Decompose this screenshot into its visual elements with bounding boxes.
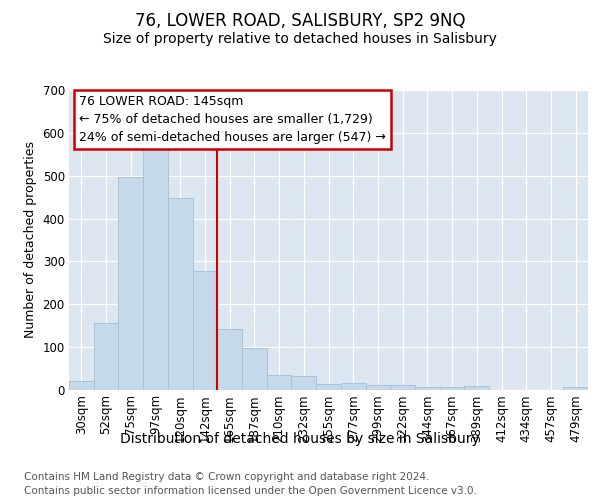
Bar: [563, 388, 588, 390]
Bar: [168, 198, 193, 390]
Bar: [464, 386, 489, 390]
Text: Contains public sector information licensed under the Open Government Licence v3: Contains public sector information licen…: [24, 486, 477, 496]
Bar: [118, 177, 143, 390]
Bar: [267, 375, 292, 390]
Text: Contains HM Land Registry data © Crown copyright and database right 2024.: Contains HM Land Registry data © Crown c…: [24, 472, 430, 482]
Bar: [94, 322, 118, 390]
Bar: [341, 382, 365, 390]
Bar: [217, 328, 242, 390]
Bar: [143, 145, 168, 390]
Bar: [365, 385, 390, 390]
Bar: [415, 388, 440, 390]
Bar: [242, 348, 267, 390]
Text: Size of property relative to detached houses in Salisbury: Size of property relative to detached ho…: [103, 32, 497, 46]
Text: 76 LOWER ROAD: 145sqm
← 75% of detached houses are smaller (1,729)
24% of semi-d: 76 LOWER ROAD: 145sqm ← 75% of detached …: [79, 94, 386, 144]
Bar: [440, 388, 464, 390]
Text: Distribution of detached houses by size in Salisbury: Distribution of detached houses by size …: [120, 432, 480, 446]
Y-axis label: Number of detached properties: Number of detached properties: [24, 142, 37, 338]
Text: 76, LOWER ROAD, SALISBURY, SP2 9NQ: 76, LOWER ROAD, SALISBURY, SP2 9NQ: [135, 12, 465, 30]
Bar: [390, 386, 415, 390]
Bar: [292, 376, 316, 390]
Bar: [69, 380, 94, 390]
Bar: [193, 271, 217, 390]
Bar: [316, 384, 341, 390]
